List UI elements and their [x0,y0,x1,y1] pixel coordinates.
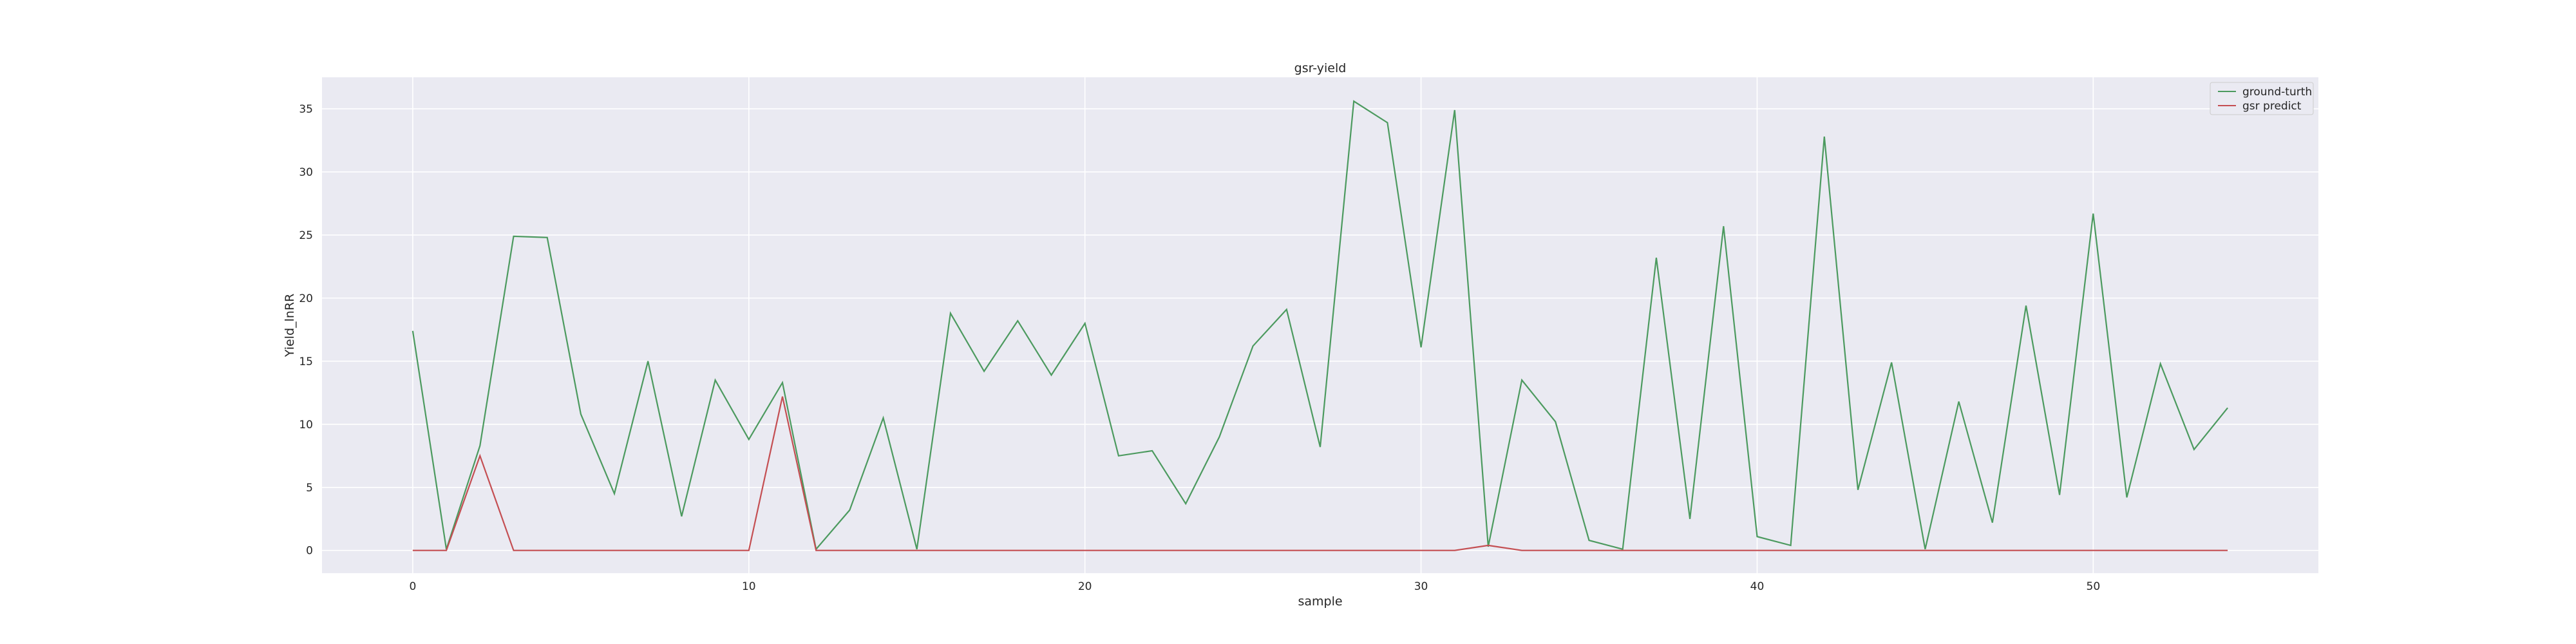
x-axis-label: sample [1298,594,1342,609]
y-tick-label: 10 [299,419,313,431]
legend-label-gsr-predict: gsr predict [2242,100,2302,113]
chart-title: gsr-yield [1294,61,1347,75]
legend-box [2210,82,2314,115]
x-tick-labels: 0 10 20 30 40 50 [409,580,2100,593]
x-tick-label: 50 [2087,580,2101,593]
legend-label-ground-turth: ground-turth [2242,86,2312,99]
y-tick-label: 20 [299,292,313,305]
plot-background [322,77,2318,573]
y-tick-labels: 0 5 10 15 20 25 30 35 [299,103,313,558]
series-line-gsr-predict [412,396,2228,551]
series-line-ground-turth [412,100,2228,551]
y-tick-label: 0 [306,545,313,558]
x-tick-label: 40 [1750,580,1765,593]
grid [322,77,2318,573]
y-tick-label: 5 [306,482,313,495]
x-tick-label: 20 [1078,580,1092,593]
x-tick-label: 10 [742,580,756,593]
y-axis-label: Yield_lnRR [283,294,297,357]
series-layer [412,100,2228,551]
y-tick-label: 15 [299,355,313,368]
x-tick-label: 0 [409,580,416,593]
x-tick-label: 30 [1414,580,1428,593]
legend: ground-turth gsr predict [2210,82,2314,115]
y-tick-label: 35 [299,103,313,116]
y-tick-label: 25 [299,229,313,242]
y-tick-label: 30 [299,166,313,179]
